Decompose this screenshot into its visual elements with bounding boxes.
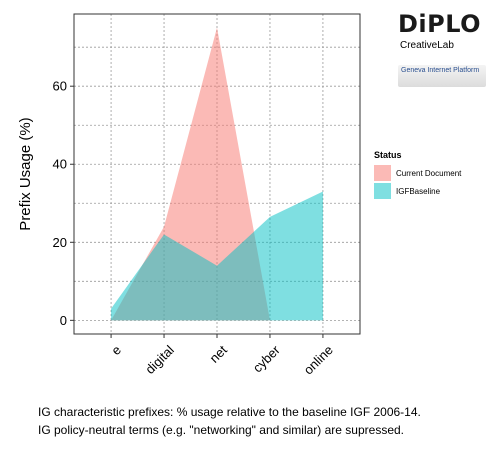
x-tick-label: digital: [142, 342, 177, 377]
y-tick-label: 20: [53, 235, 67, 250]
x-tick-label: e: [108, 342, 124, 358]
legend-key: [374, 165, 391, 181]
y-tick-label: 0: [60, 313, 67, 328]
x-tick-label: net: [207, 342, 231, 366]
caption-line-1: IG characteristic prefixes: % usage rela…: [38, 405, 421, 419]
logo-tagline: Geneva Internet Platform: [401, 67, 480, 74]
legend-title: Status: [374, 150, 402, 160]
y-tick-label: 60: [53, 79, 67, 94]
legend-label: IGFBaseline: [396, 187, 441, 196]
logo-tagline-box: Geneva Internet Platform: [398, 65, 486, 87]
area-series-group: [111, 27, 323, 321]
x-tick-label: cyber: [250, 342, 284, 376]
area-igfbaseline: [111, 191, 323, 321]
legend-label: Current Document: [396, 169, 462, 178]
logo-wordmark: DiPLO: [398, 10, 482, 38]
caption-line-2: IG policy-neutral terms (e.g. "networkin…: [38, 423, 404, 437]
chart: 0 20 40 60 e digital net cyber online Prefix Us…: [17, 13, 462, 377]
y-axis: 0 20 40 60: [53, 79, 74, 328]
x-axis: e digital net cyber online: [108, 334, 336, 377]
x-tick-label: online: [301, 342, 336, 377]
legend: Status Current Document IGFBaseline: [374, 150, 462, 199]
logo-subtitle: CreativeLab: [400, 40, 454, 51]
legend-key: [374, 183, 391, 199]
y-tick-label: 40: [53, 157, 67, 172]
y-axis-label: Prefix Usage (%): [17, 117, 34, 230]
diplo-logo: DiPLO CreativeLab Geneva Internet Platfo…: [398, 10, 490, 87]
area-current-document: [111, 27, 270, 321]
